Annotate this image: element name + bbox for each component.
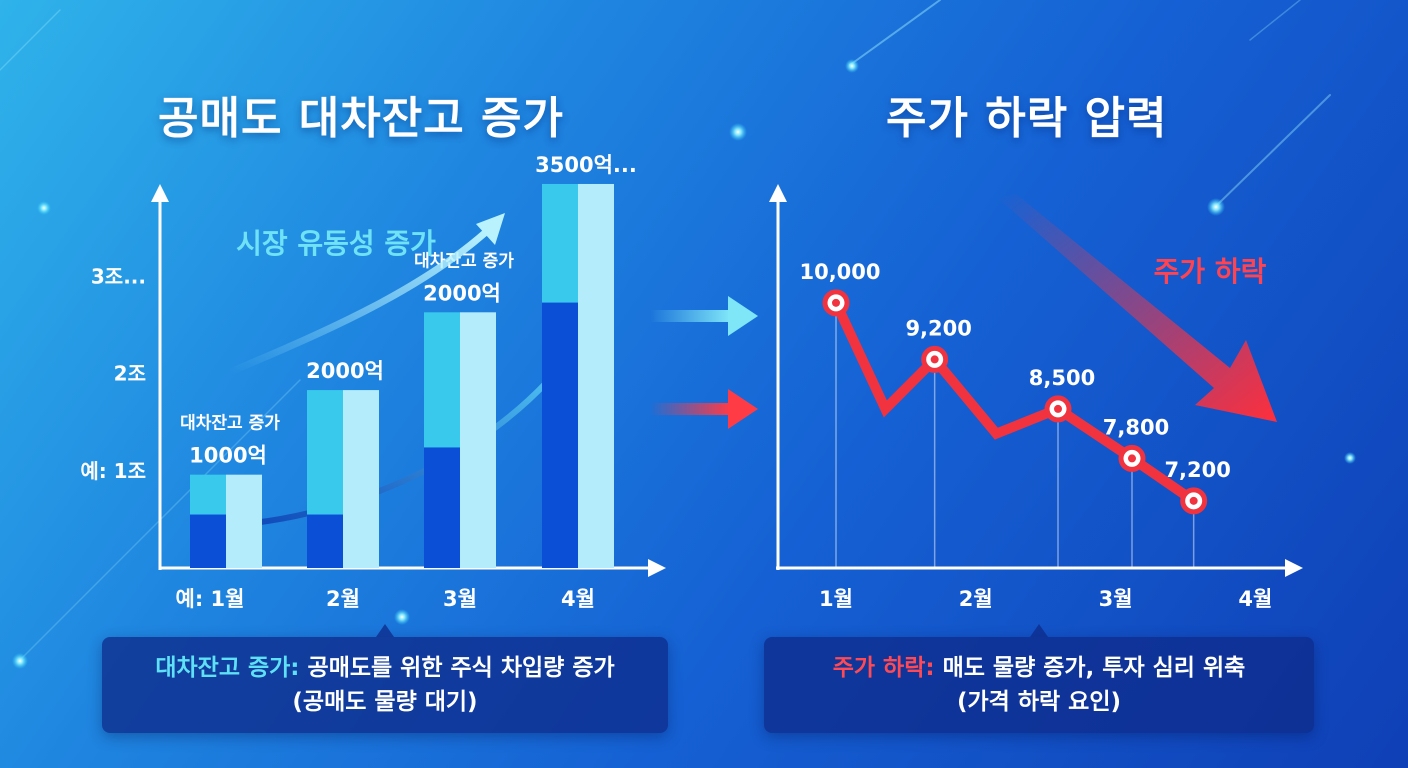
right-y-axis — [769, 184, 787, 570]
bar-dark-segment — [307, 514, 343, 568]
bar-right-half — [226, 474, 262, 568]
price-down-big-arrow — [998, 194, 1277, 422]
price-point-label: 9,200 — [905, 316, 971, 340]
left-bars — [190, 183, 614, 568]
left-y-tick-label: 2조 — [114, 362, 146, 386]
left-y-tick-label: 3조... — [91, 264, 146, 288]
bar-right-half — [578, 183, 614, 568]
left-callout-highlight: 대차잔고 증가: — [155, 655, 300, 681]
bar-dark-segment — [424, 447, 460, 568]
price-point-core — [1128, 454, 1136, 463]
bar-right-half — [460, 312, 496, 568]
right-x-axis — [776, 559, 1303, 577]
flow-arrow-red — [650, 389, 758, 429]
trend-label-liquidity: 시장 유동성 증가 — [236, 227, 436, 260]
bar-dark-segment — [190, 514, 226, 568]
left-data-label-line1: 대차잔고 증가 — [180, 414, 280, 434]
left-title: 공매도 대차잔고 증가 — [158, 93, 564, 144]
price-point-label: 8,500 — [1029, 366, 1095, 390]
right-callout: 주가 하락: 매도 물량 증가, 투자 심리 위축 (가격 하락 요인) — [764, 624, 1314, 733]
left-x-tick-label: 예: 1월 — [176, 587, 245, 611]
right-x-tick-label: 2월 — [959, 587, 993, 611]
price-point-label: 10,000 — [799, 260, 880, 284]
left-bar-chart: 예: 1조 2조 3조... 예: 1월 2월 3월 4월 대차잔고 증가 1000억 200… — [80, 153, 666, 611]
price-point-core — [832, 298, 840, 307]
left-callout: 대차잔고 증가: 공매도를 위한 주식 차입량 증가 (공매도 물량 대기) — [102, 624, 668, 733]
right-points — [822, 289, 1208, 515]
lower-trend-arrow — [225, 352, 570, 528]
left-callout-text: 공매도를 위한 주식 차입량 증가 — [307, 655, 615, 681]
left-x-tick-label: 3월 — [443, 587, 477, 611]
bar-dark-segment — [542, 302, 578, 568]
left-x-tick-label: 4월 — [561, 587, 595, 611]
background-sparkles — [12, 59, 1356, 669]
right-title: 주가 하락 압력 — [886, 93, 1168, 144]
right-callout-line1: 주가 하락: 매도 물량 증가, 투자 심리 위축 — [833, 651, 1246, 685]
right-point-labels: 10,000 9,200 8,500 7,800 7,200 — [799, 260, 1230, 482]
flow-arrow-cyan — [650, 296, 758, 336]
left-y-tick-label: 예: 1조 — [80, 459, 146, 483]
trend-label-price-down: 주가 하락 — [1154, 255, 1267, 288]
right-callout-text: 매도 물량 증가, 투자 심리 위축 — [942, 655, 1246, 681]
right-line-chart: 10,000 9,200 8,500 7,800 7,200 1월 2월 3월 4월 주가 하… — [769, 184, 1303, 611]
left-x-tick-label: 2월 — [326, 587, 360, 611]
left-y-ticks: 예: 1조 2조 3조... — [80, 264, 146, 482]
right-callout-highlight: 주가 하락: — [832, 655, 935, 681]
price-point-core — [930, 355, 939, 364]
upper-trend-arrow — [226, 213, 505, 376]
right-drop-lines — [835, 302, 1195, 568]
price-line — [831, 297, 1199, 506]
left-data-label-value: 2000억 — [306, 359, 384, 383]
price-point-core — [1189, 496, 1198, 505]
left-data-label-value: 1000억 — [189, 444, 267, 468]
left-x-ticks: 예: 1월 2월 3월 4월 — [176, 587, 595, 611]
right-callout-line2: (가격 하락 요인) — [957, 689, 1121, 715]
right-x-tick-label: 1월 — [819, 587, 853, 611]
price-point-core — [1054, 404, 1062, 413]
left-callout-line1: 대차잔고 증가: 공매도를 위한 주식 차입량 증가 — [155, 651, 614, 685]
right-x-ticks: 1월 2월 3월 4월 — [819, 587, 1272, 611]
price-point-label: 7,200 — [1164, 458, 1230, 482]
bar-right-half — [343, 390, 379, 568]
left-data-label-value: 3500억... — [535, 153, 637, 177]
left-callout-line2: (공매도 물량 대기) — [292, 689, 478, 715]
price-point-label: 7,800 — [1103, 415, 1169, 439]
right-x-tick-label: 3월 — [1099, 587, 1133, 611]
right-x-tick-label: 4월 — [1238, 587, 1272, 611]
left-data-label-value: 2000억 — [423, 281, 501, 305]
left-y-axis — [151, 184, 169, 570]
